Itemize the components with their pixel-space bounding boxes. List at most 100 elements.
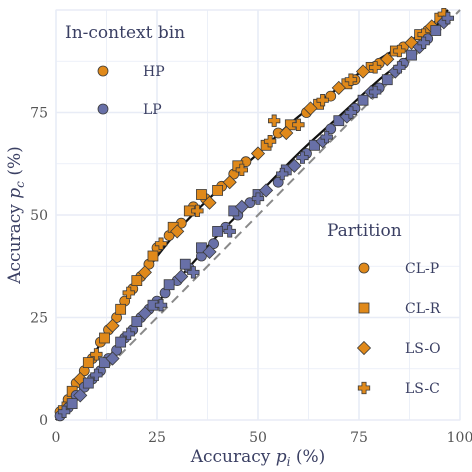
legend-partition-label-square: CL-R <box>405 301 441 317</box>
x-tick-label: 100 <box>447 430 472 446</box>
data-point-lp-square <box>99 357 110 369</box>
data-point-lp-square <box>131 316 143 328</box>
data-point-hp-diamond <box>303 101 318 116</box>
data-point-lp-square <box>333 115 345 127</box>
data-point-lp-cross <box>251 192 265 205</box>
y-tick-label: 25 <box>30 311 48 327</box>
data-point-hp-cross <box>90 348 103 361</box>
data-point-hp-square <box>131 275 143 287</box>
data-point-hp-cross <box>191 204 204 218</box>
y-tick-label: 0 <box>39 413 48 429</box>
data-point-hp-square <box>147 250 159 262</box>
data-point-lp-diamond <box>137 306 152 321</box>
data-point-hp-diamond <box>250 146 266 161</box>
data-point-lp-cross <box>417 36 430 49</box>
y-tick-label: 50 <box>30 208 48 224</box>
data-point-lp-square <box>82 377 94 389</box>
data-point-lp-cross <box>296 151 309 164</box>
data-point-lp-square <box>179 258 191 270</box>
data-point-hp-cross <box>369 61 382 74</box>
data-point-lp-square <box>228 205 240 217</box>
data-point-hp-diamond <box>137 265 152 280</box>
reference-lines <box>55 9 461 421</box>
legend-partition-marker-cross <box>357 381 371 395</box>
data-point-lp-diamond <box>234 199 249 214</box>
data-point-hp-cross <box>235 163 248 177</box>
legend-partition-marker-square <box>358 302 370 314</box>
data-point-hp-cross <box>393 44 406 58</box>
data-point-lp-square <box>163 279 175 291</box>
x-tick-label: 50 <box>249 430 267 446</box>
data-point-hp-cross <box>122 286 135 300</box>
data-point-hp-cross <box>316 94 329 107</box>
data-point-hp-cross <box>292 118 305 131</box>
legend-partition-label-diamond: LS-O <box>405 341 441 357</box>
data-point-lp-diamond <box>73 388 88 403</box>
data-point-lp-square <box>309 139 320 151</box>
data-point-hp-diamond <box>355 64 371 79</box>
data-point-lp-square <box>357 94 369 106</box>
data-point-hp-square <box>196 189 207 200</box>
data-point-lp-circle <box>208 238 219 250</box>
data-point-hp-diamond <box>170 224 185 239</box>
data-point-lp-square <box>406 49 417 61</box>
data-point-lp-cross <box>369 85 382 99</box>
data-point-hp-square <box>115 303 127 315</box>
legend-partition-title: Partition <box>327 221 402 241</box>
y-tick-label: 75 <box>30 106 48 122</box>
data-point-hp-diamond <box>202 195 217 210</box>
data-point-lp-cross <box>90 368 103 382</box>
x-tick-label: 0 <box>52 430 61 446</box>
legend-bin-label-lp: LP <box>143 102 162 118</box>
data-point-lp-diamond <box>202 244 217 259</box>
data-point-lp-diamond <box>259 183 274 198</box>
legend-partition-marker-circle <box>358 262 370 274</box>
legend-bin-label-hp: HP <box>143 64 165 80</box>
diagonal-reference-line <box>55 9 461 421</box>
data-point-hp-diamond <box>380 52 395 67</box>
data-point-lp-cross <box>187 266 200 279</box>
legend-bin-title: In-context bin <box>65 23 185 43</box>
data-point-lp-cross <box>122 327 135 341</box>
data-point-hp-diamond <box>331 80 346 95</box>
data-point-lp-diamond <box>174 269 189 284</box>
data-point-hp-diamond <box>222 175 237 190</box>
legend-partition-label-cross: LS-C <box>405 381 440 397</box>
data-point-lp-diamond <box>105 351 120 366</box>
data-point-lp-square <box>66 398 78 410</box>
x-axis-title: Accuracy pi (%) <box>190 447 326 469</box>
x-tick-label: 25 <box>148 430 166 446</box>
data-point-hp-square <box>212 184 224 196</box>
data-point-hp-cross <box>268 114 281 127</box>
y-axis-title: Accuracy pc (%) <box>5 146 27 285</box>
data-point-hp-square <box>99 332 110 344</box>
data-point-lp-cross <box>344 106 358 119</box>
data-point-lp-square <box>212 225 224 237</box>
data-point-hp-diamond <box>105 318 120 333</box>
data-point-hp-cross <box>263 135 277 148</box>
data-point-lp-diamond <box>287 158 302 173</box>
data-point-hp-square <box>82 357 94 369</box>
data-point-lp-cross <box>276 167 289 181</box>
data-points <box>54 7 455 422</box>
data-point-lp-cross <box>154 299 168 312</box>
legend-bin-marker-lp <box>97 103 109 115</box>
data-point-lp-square <box>196 242 207 254</box>
axes: 0 25 50 75 100 0 25 50 75 Accuracy pi (%) Accuracy… <box>5 106 472 470</box>
data-point-hp-diamond <box>279 125 294 141</box>
data-point-lp-cross <box>441 12 455 25</box>
legend-bin-marker-hp <box>97 65 109 77</box>
data-point-lp-square <box>381 74 393 86</box>
legends: In-context bin HP LP Partition CL-P CL-R LS-O L… <box>65 23 441 397</box>
legend-partition-marker-diamond <box>356 340 372 356</box>
data-point-lp-cross <box>57 405 71 418</box>
data-point-lp-cross <box>393 61 406 74</box>
data-point-lp-square <box>115 336 127 348</box>
legend-partition-label-circle: CL-P <box>405 261 439 277</box>
x-tick-label: 75 <box>350 430 368 446</box>
data-point-lp-square <box>430 25 442 36</box>
data-point-lp-cross <box>223 225 236 238</box>
data-point-hp-cross <box>344 73 358 86</box>
